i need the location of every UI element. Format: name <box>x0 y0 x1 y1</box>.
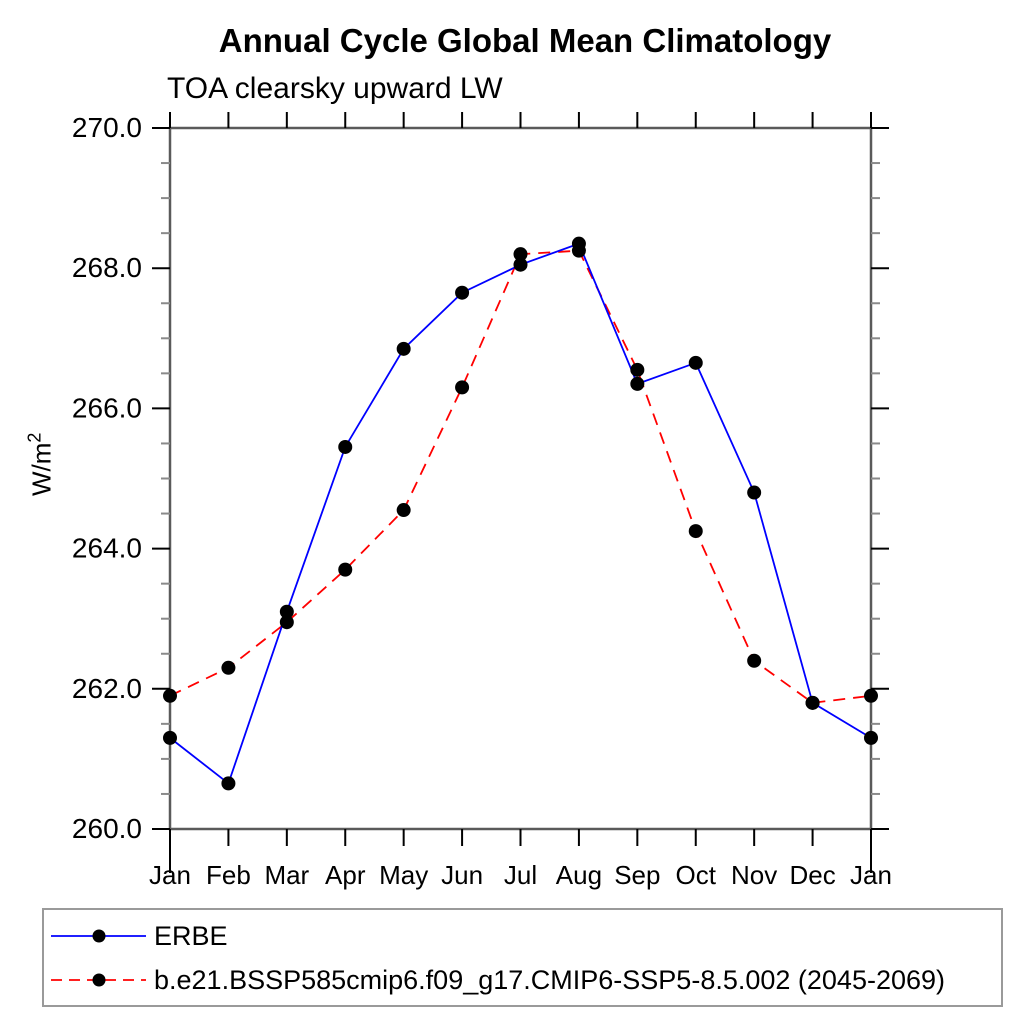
data-point-marker <box>513 257 528 272</box>
series-line-model <box>169 249 872 704</box>
model-legend-marker-icon <box>92 973 106 987</box>
x-tick-label: Jul <box>504 860 537 890</box>
data-point-marker <box>338 562 353 577</box>
x-tick-label: Feb <box>206 860 251 890</box>
data-point-marker <box>630 376 645 391</box>
legend-row-erbe: ERBE <box>49 914 1001 958</box>
y-tick-label: 262.0 <box>72 673 142 704</box>
data-point-marker <box>163 688 177 703</box>
erbe-legend-line-icon <box>51 929 146 943</box>
x-tick-label: Nov <box>731 860 777 890</box>
data-point-marker <box>571 243 586 258</box>
legend-label-erbe: ERBE <box>154 920 228 951</box>
data-point-marker <box>513 247 528 262</box>
y-tick-label: 268.0 <box>72 252 142 283</box>
model-legend-line-icon <box>51 973 146 987</box>
x-tick-label: Sep <box>614 860 660 890</box>
x-tick-label: Aug <box>556 860 602 890</box>
x-tick-label: Jun <box>441 860 483 890</box>
data-point-marker <box>747 485 762 500</box>
data-point-marker <box>279 604 294 619</box>
chart-subtitle: TOA clearsky upward LW <box>167 72 503 105</box>
x-tick-label: Mar <box>264 860 309 890</box>
y-tick-label: 264.0 <box>72 533 142 564</box>
chart-title: Annual Cycle Global Mean Climatology <box>218 22 832 59</box>
data-point-marker <box>864 730 878 745</box>
x-tick-label: Apr <box>325 860 366 890</box>
x-tick-label: Dec <box>789 860 835 890</box>
series-line-erbe <box>169 242 872 785</box>
data-point-marker <box>221 660 236 675</box>
legend-label-model: b.e21.BSSP585cmip6.f09_g17.CMIP6-SSP5-8.… <box>154 964 946 995</box>
data-point-marker <box>279 615 294 630</box>
data-point-marker <box>630 362 645 377</box>
x-tick-label: Jan <box>149 860 191 890</box>
legend-row-model: b.e21.BSSP585cmip6.f09_g17.CMIP6-SSP5-8.… <box>49 958 1001 1002</box>
erbe-legend-marker-icon <box>92 929 106 943</box>
y-tick-label: 260.0 <box>72 813 142 844</box>
data-point-marker <box>805 695 820 710</box>
data-point-marker <box>221 776 236 791</box>
y-tick-label: 270.0 <box>72 112 142 143</box>
x-tick-label: May <box>379 860 428 890</box>
data-point-marker <box>455 380 470 395</box>
x-tick-label: Jan <box>850 860 892 890</box>
data-point-marker <box>396 341 411 356</box>
data-point-marker <box>163 730 177 745</box>
data-point-marker <box>864 688 878 703</box>
data-point-marker <box>688 524 703 539</box>
data-point-marker <box>688 355 703 370</box>
data-point-marker <box>455 285 470 300</box>
data-point-marker <box>396 503 411 518</box>
data-point-marker <box>338 439 353 454</box>
y-tick-label: 266.0 <box>72 392 142 423</box>
legend-box: ERBE b.e21.BSSP585cmip6.f09_g17.CMIP6-SS… <box>42 908 1003 1007</box>
plot-border <box>168 126 873 831</box>
data-point-marker <box>747 653 762 668</box>
x-tick-label: Oct <box>676 860 717 890</box>
